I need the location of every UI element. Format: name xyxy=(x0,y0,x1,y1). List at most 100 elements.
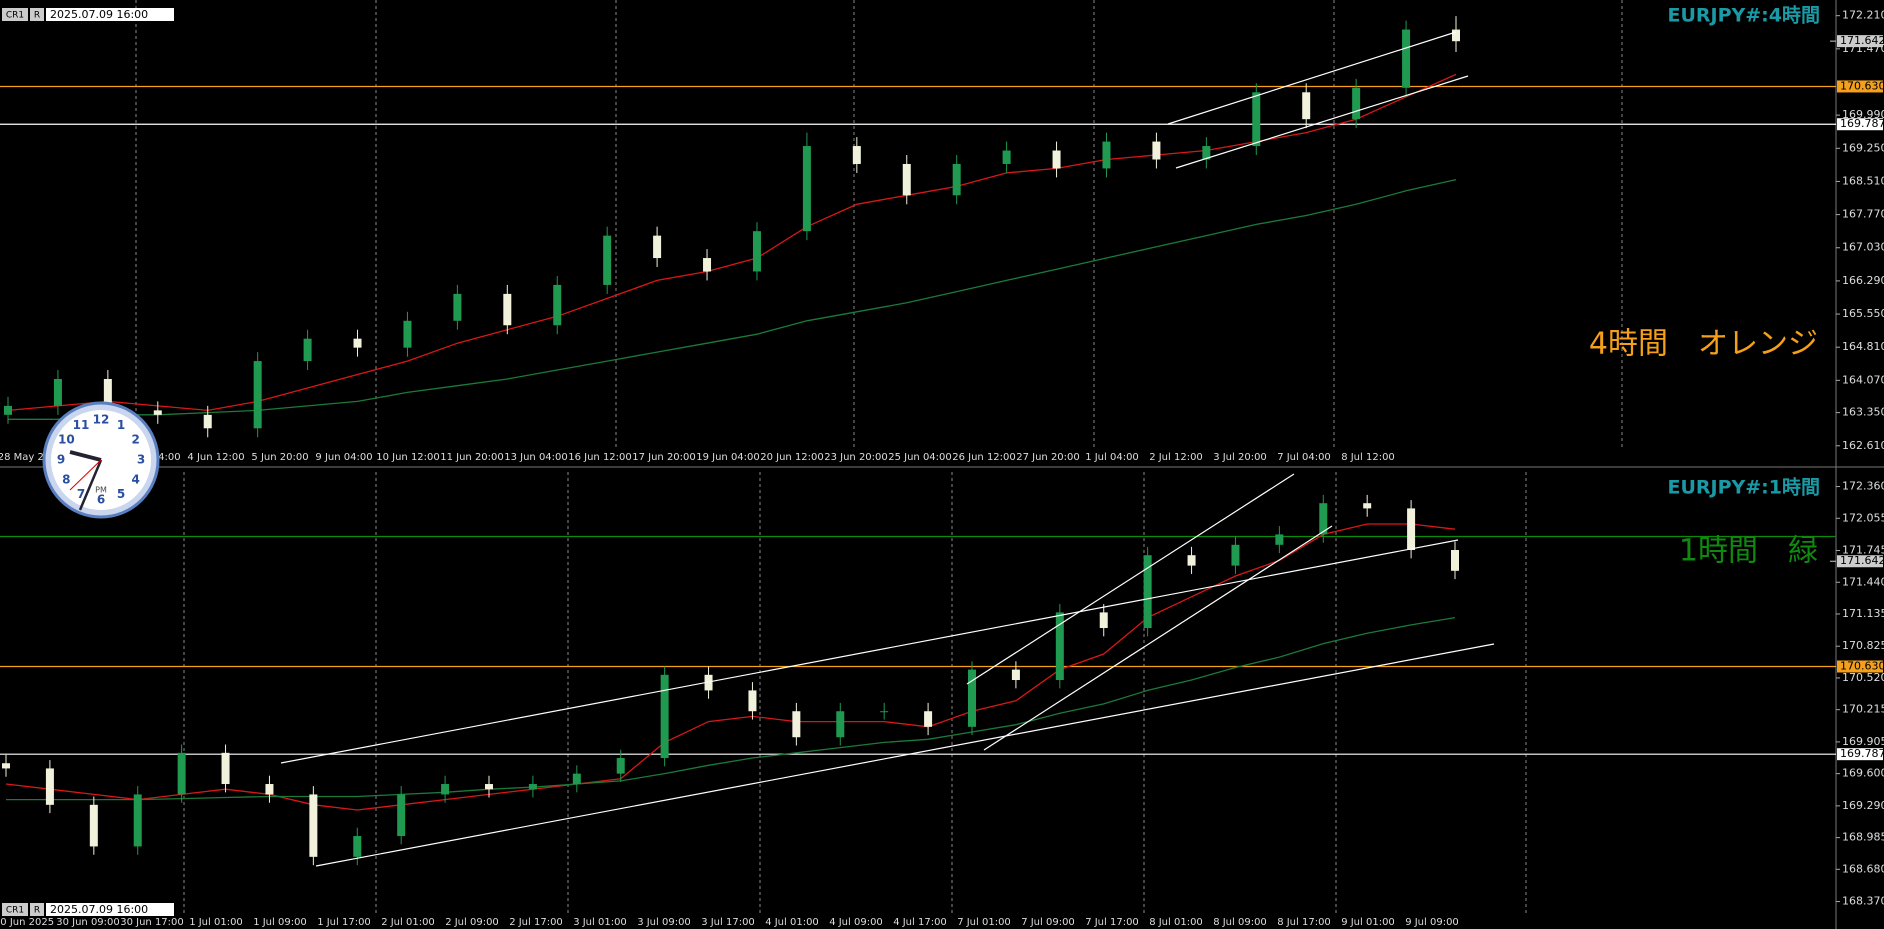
candle-body xyxy=(528,784,537,790)
candle-body xyxy=(441,784,450,795)
x-tick-label: 3 Jul 09:00 xyxy=(637,917,691,928)
x-tick-label: 26 Jun 12:00 xyxy=(952,452,1016,463)
candle-body xyxy=(752,231,761,272)
x-tick-label: 8 Jul 17:00 xyxy=(1277,917,1331,928)
candle-body xyxy=(924,711,933,727)
y-tick-label: 168.370 xyxy=(1842,895,1884,908)
candle-body xyxy=(353,338,362,348)
y-tick-label: 169.290 xyxy=(1842,799,1884,812)
y-tick-label: 169.250 xyxy=(1842,141,1884,154)
price-tag xyxy=(1837,118,1883,131)
chart-title: EURJPY#:4時間 xyxy=(1667,5,1820,27)
x-tick-label: 8 Jul 12:00 xyxy=(1341,452,1395,463)
candle-body xyxy=(1363,503,1372,509)
y-tick-label: 169.905 xyxy=(1842,735,1884,748)
candle-body xyxy=(203,414,212,429)
clock-ampm: PM xyxy=(95,486,107,495)
candle-body xyxy=(1099,612,1108,629)
y-tick-label: 172.210 xyxy=(1842,9,1884,22)
x-tick-label: 30 Jun 17:00 xyxy=(120,917,184,928)
x-tick-label: 30 Jun 2025 xyxy=(0,917,54,928)
price-tag-label: 170.630 xyxy=(1840,79,1884,92)
y-tick-label: 167.770 xyxy=(1842,208,1884,221)
x-tick-label: 7 Jul 01:00 xyxy=(957,917,1011,928)
price-tag-label: 170.630 xyxy=(1840,659,1884,672)
y-tick-label: 172.055 xyxy=(1842,511,1884,524)
y-tick-label: 171.745 xyxy=(1842,544,1884,557)
y-tick-label: 171.440 xyxy=(1842,575,1884,588)
y-tick-label: 164.070 xyxy=(1842,373,1884,386)
x-tick-label: 1 Jul 01:00 xyxy=(189,917,243,928)
candle-body xyxy=(1407,508,1416,551)
y-tick-label: 172.360 xyxy=(1842,480,1884,493)
candle-body xyxy=(45,768,54,805)
x-tick-label: 4 Jul 09:00 xyxy=(829,917,883,928)
price-tag xyxy=(1837,35,1883,48)
candle-body xyxy=(265,784,274,795)
candle-body xyxy=(353,836,362,857)
x-tick-label: 3 Jul 01:00 xyxy=(573,917,627,928)
candle-body xyxy=(603,235,612,285)
candle-body xyxy=(309,794,318,857)
candle-body xyxy=(1152,141,1161,160)
candle-body xyxy=(453,293,462,321)
y-tick-label: 167.030 xyxy=(1842,241,1884,254)
y-tick-label: 168.510 xyxy=(1842,174,1884,187)
x-tick-label: 8 Jul 09:00 xyxy=(1213,917,1267,928)
candle-body xyxy=(2,763,10,769)
x-tick-label: 1 Jul 17:00 xyxy=(317,917,371,928)
y-tick-label: 168.985 xyxy=(1842,831,1884,844)
candle-body xyxy=(880,711,889,713)
clock-number: 10 xyxy=(58,433,75,447)
candle-body xyxy=(485,784,493,790)
x-tick-label: 1 Jul 04:00 xyxy=(1085,452,1139,463)
candle-body xyxy=(1302,92,1311,120)
candle-body xyxy=(952,163,961,196)
candle-body xyxy=(748,690,757,712)
x-tick-label: 28 May 20 xyxy=(0,452,50,463)
candle-body xyxy=(1275,534,1284,545)
candle-body xyxy=(1202,146,1211,160)
chart-title: EURJPY#:1時間 xyxy=(1667,477,1820,499)
candle-body xyxy=(177,752,186,795)
cr-label: CR1 xyxy=(6,11,24,21)
annotation: 1時間 緑 xyxy=(1679,534,1818,569)
x-tick-label: 9 Jul 01:00 xyxy=(1341,917,1395,928)
candle-body xyxy=(103,379,112,411)
clock-number: 8 xyxy=(62,473,70,487)
candle-body xyxy=(397,794,406,837)
price-tag xyxy=(1837,555,1883,568)
x-tick-label: 2 Jul 09:00 xyxy=(445,917,499,928)
x-tick-label: 25 Jun 04:00 xyxy=(888,452,952,463)
trend-lines xyxy=(280,31,1495,867)
x-tick-label: 16 Jun 12:00 xyxy=(568,452,632,463)
x-tick-label: 3 Jul 20:00 xyxy=(1213,452,1267,463)
x-tick-label: 1 Jul 09:00 xyxy=(253,917,307,928)
candle-body xyxy=(403,320,412,348)
time-label: 2025.07.09 16:00 xyxy=(50,8,148,21)
y-tick-label: 170.215 xyxy=(1842,703,1884,716)
r-label: R xyxy=(34,906,40,916)
x-tick-label: 4 Jun 12:00 xyxy=(187,452,244,463)
clock-number: 3 xyxy=(137,453,145,467)
clock-number: 2 xyxy=(131,433,139,447)
y-tick-label: 171.135 xyxy=(1842,607,1884,620)
candle-body xyxy=(1231,544,1240,566)
candle-body xyxy=(968,669,976,727)
price-tag-label: 171.642 xyxy=(1840,554,1884,567)
candle-body xyxy=(1187,555,1196,566)
candle-body xyxy=(703,258,712,272)
clock-number: 6 xyxy=(97,493,105,507)
candle-body xyxy=(89,804,98,847)
candle-body xyxy=(303,338,312,362)
candle-body xyxy=(792,711,801,738)
y-tick-label: 165.550 xyxy=(1842,307,1884,320)
candle-body xyxy=(253,361,262,429)
candle-body xyxy=(1319,503,1328,535)
y-tick-label: 170.520 xyxy=(1842,671,1884,684)
candle-body xyxy=(1402,29,1411,88)
moving-average xyxy=(8,178,1457,420)
y-tick-label: 166.290 xyxy=(1842,274,1884,287)
